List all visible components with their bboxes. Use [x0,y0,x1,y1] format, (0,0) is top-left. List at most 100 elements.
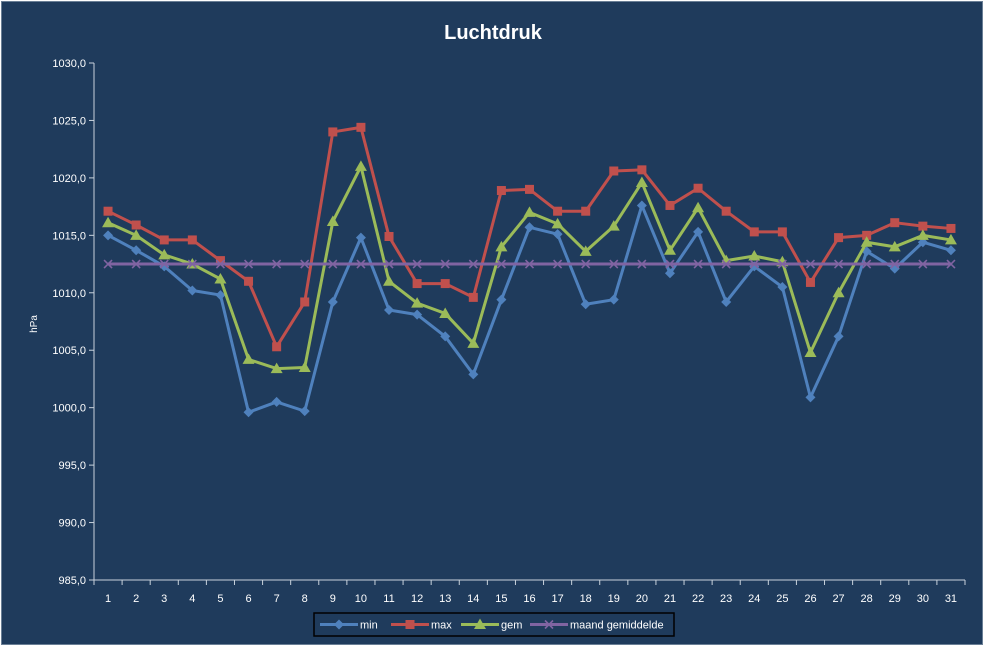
legend-label-maand-gemiddelde: maand gemiddelde [570,620,664,632]
y-tick-label: 1010,0 [52,288,86,300]
data-point-gem [832,286,845,298]
data-point-maand-gemiddelde [524,259,535,269]
data-point-min [355,232,366,243]
data-point-maand-gemiddelde [862,259,872,269]
x-tick-label: 5 [217,593,223,605]
x-tick-label: 24 [748,593,760,605]
data-point-max [300,297,310,307]
data-point-gem [579,245,592,256]
data-point-min [187,285,198,296]
chart-title: Luchtdruk [444,22,543,44]
data-point-gem [607,220,620,231]
data-point-max [496,186,506,196]
data-point-max [440,279,450,289]
data-point-max [609,166,619,176]
x-tick-label: 6 [245,593,251,605]
series-line-min [107,203,952,414]
data-point-maand-gemiddelde [918,259,928,269]
legend: min max gem maand gemiddelde [313,612,675,637]
data-point-min [384,305,395,316]
series-line-max [107,125,952,349]
data-point-min [496,294,507,305]
x-tick-label: 29 [889,593,901,605]
axes: 985,0 990,0 995,0 1000,0 1005,0 1010,0 1015,0 1… [52,58,966,605]
data-point-maand-gemiddelde [272,259,282,269]
data-point-min [215,290,226,301]
legend-label-max: max [431,620,452,632]
x-tick-label: 15 [495,593,507,605]
data-point-maand-gemiddelde [103,259,113,269]
data-point-min [271,396,282,407]
data-point-max [272,342,282,352]
legend-marker-min [334,619,344,630]
x-tick-label: 19 [608,593,620,605]
data-point-maand-gemiddelde [384,259,394,269]
data-point-max [553,206,563,216]
x-tick-label: 21 [664,593,676,605]
data-point-maand-gemiddelde [159,259,169,269]
data-point-min [721,296,732,307]
data-point-gem [663,244,676,255]
data-point-min [243,407,254,418]
data-point-max [328,127,338,137]
x-tick-label: 23 [720,593,732,605]
x-tick-label: 13 [439,593,451,605]
data-point-max [384,231,394,241]
x-tick-label: 20 [636,593,648,605]
data-point-min [805,392,816,403]
legend-label-gem: gem [501,620,522,632]
x-tick-label: 28 [861,593,873,605]
x-tick-label: 9 [330,593,336,605]
data-point-min [777,282,788,293]
data-point-gem [242,353,255,364]
data-point-max [637,165,647,175]
x-tick-label: 11 [383,593,394,605]
data-point-maand-gemiddelde [496,259,506,269]
data-point-max [693,183,703,193]
data-point-gem [495,240,508,252]
data-point-gem [467,337,480,348]
data-point-min [636,200,647,211]
data-point-min [580,299,591,310]
y-tick-label: 1015,0 [52,230,86,242]
data-point-maand-gemiddelde [637,259,647,269]
y-tick-label: 990,0 [58,518,86,530]
y-tick-label: 1005,0 [52,345,86,357]
data-point-max [412,279,422,289]
y-tick-label: 985,0 [58,575,86,587]
data-point-min [103,230,114,241]
x-tick-label: 17 [551,593,563,605]
data-point-min [693,226,704,237]
data-point-gem [692,201,705,213]
series-maand-gemiddelde [103,259,956,269]
data-point-maand-gemiddelde [553,259,563,269]
data-point-max [131,220,141,230]
data-point-maand-gemiddelde [412,259,422,269]
legend-marker-max [405,620,415,629]
x-tick-label: 2 [133,593,139,605]
series-gem [102,160,957,374]
x-tick-label: 18 [580,593,592,605]
data-point-max [103,206,113,216]
data-point-max [777,227,787,237]
data-point-maand-gemiddelde [468,259,478,269]
data-point-maand-gemiddelde [665,259,675,269]
data-point-max [862,230,872,240]
data-point-gem [944,233,957,245]
x-tick-label: 25 [776,593,788,605]
data-point-gem [102,216,115,228]
data-point-maand-gemiddelde [243,259,254,269]
x-tick-label: 10 [355,593,367,605]
data-point-maand-gemiddelde [693,259,703,269]
series-line-gem [107,164,952,371]
x-tick-label: 30 [917,593,929,605]
x-tick-label: 16 [523,593,535,605]
data-point-gem [551,217,564,229]
data-point-min [412,309,423,320]
data-point-gem [860,236,873,247]
data-point-max [159,235,169,245]
data-point-max [468,292,478,302]
data-point-maand-gemiddelde [805,259,816,269]
data-point-min [468,369,479,380]
